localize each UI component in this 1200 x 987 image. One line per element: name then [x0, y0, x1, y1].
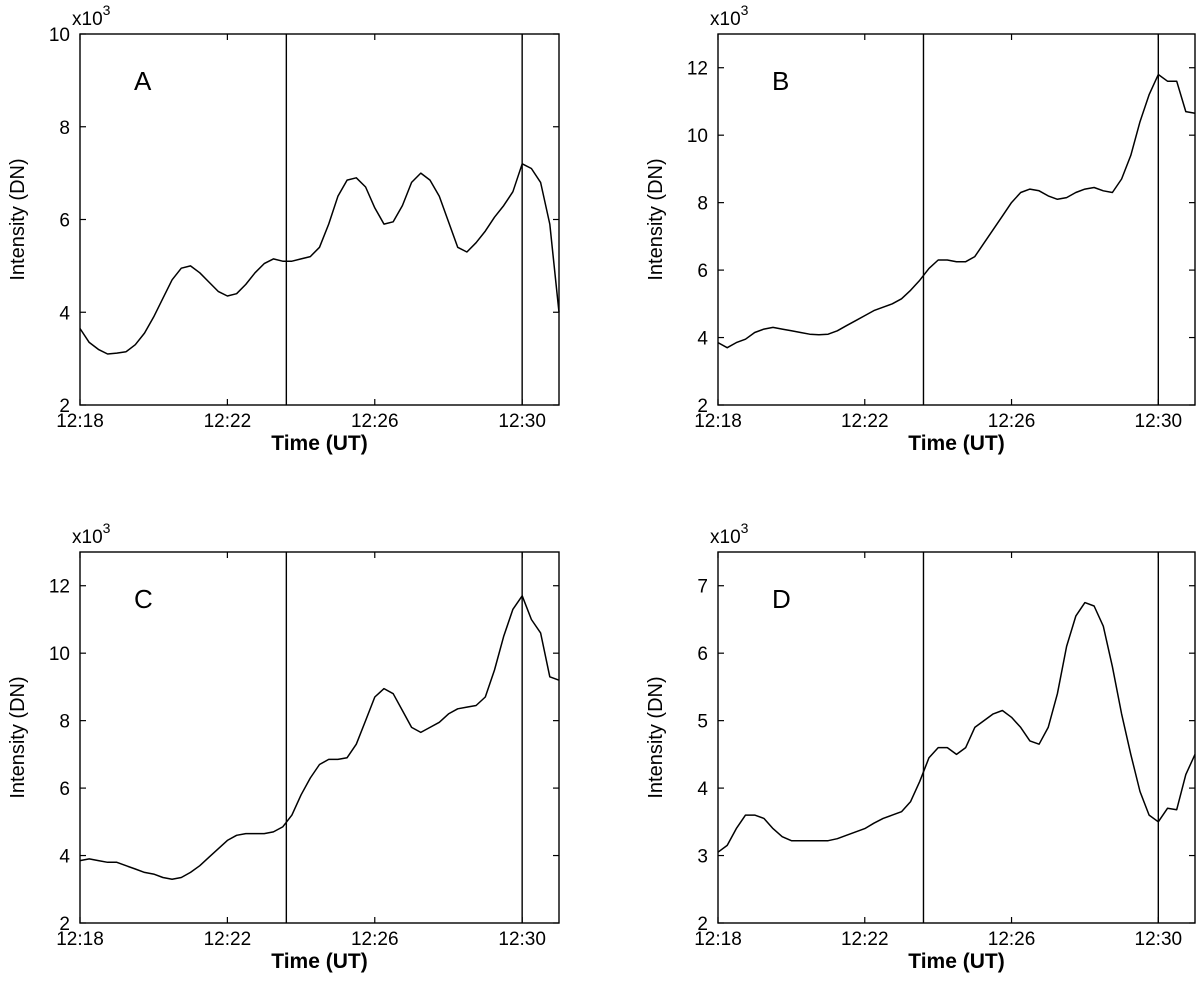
panel-b: 12:18 12:22 12:26 12:30 2 4 6 8 10 12 x103 Intensit…	[645, 2, 1196, 455]
series-line-a	[79, 163, 560, 355]
x-axis-label: Time (UT)	[271, 950, 367, 973]
panel-label-b: B	[772, 66, 789, 96]
y-multiplier: x103	[710, 2, 749, 30]
x-tick-label: 12:26	[988, 929, 1036, 950]
y-axis-label: Intensity (DN)	[645, 158, 667, 280]
y-tick-label: 4	[59, 847, 70, 868]
y-tick-label: 6	[59, 779, 70, 800]
series-line-b	[717, 73, 1196, 349]
y-multiplier-exponent: 3	[103, 520, 111, 536]
y-multiplier-exponent: 3	[741, 2, 749, 18]
y-tick-label: 2	[697, 396, 708, 417]
x-tick-label: 12:22	[841, 411, 889, 432]
x-axis-label: Time (UT)	[271, 432, 367, 455]
panel-label-d: D	[772, 584, 791, 614]
y-tick-label: 6	[697, 261, 708, 282]
y-multiplier-base: x10	[72, 9, 103, 30]
y-tick-label: 12	[687, 59, 708, 80]
x-axis-label: Time (UT)	[908, 950, 1004, 973]
y-multiplier-base: x10	[710, 527, 741, 548]
x-tick-label: 12:26	[351, 411, 399, 432]
plot-frame	[79, 551, 560, 924]
panel-label-c: C	[134, 584, 153, 614]
y-tick-label: 6	[59, 211, 70, 232]
x-tick-label: 12:18	[56, 411, 104, 432]
x-axis-label: Time (UT)	[908, 432, 1004, 455]
y-tick-label: 4	[697, 779, 708, 800]
y-tick-label: 8	[59, 118, 70, 139]
y-tick-label: 2	[59, 396, 70, 417]
y-tick-label: 6	[697, 644, 708, 665]
plot-frame	[717, 33, 1196, 406]
y-tick-label: 2	[697, 914, 708, 935]
y-axis-label: Intensity (DN)	[7, 158, 29, 280]
panel-label-a: A	[134, 66, 152, 96]
y-tick-label: 4	[59, 303, 70, 324]
y-tick-label: 12	[49, 577, 70, 598]
y-multiplier-exponent: 3	[103, 2, 111, 18]
panel-c: 12:18 12:22 12:26 12:30 2 4 6 8 10 12 x103 Intensit…	[7, 520, 560, 973]
x-tick-label: 12:26	[351, 929, 399, 950]
y-tick-label: 7	[697, 577, 708, 598]
y-tick-label: 8	[59, 712, 70, 733]
plot-frame	[79, 33, 560, 406]
x-tick-label: 12:30	[1135, 929, 1183, 950]
y-tick-label: 2	[59, 914, 70, 935]
x-tick-label: 12:26	[988, 411, 1036, 432]
panel-d: 12:18 12:22 12:26 12:30234567x103Intensity …	[645, 520, 1196, 973]
series-line-c	[79, 595, 560, 880]
y-axis-label: Intensity (DN)	[645, 676, 667, 798]
x-tick-label: 12:30	[1135, 411, 1183, 432]
x-tick-label: 12:18	[56, 929, 104, 950]
x-tick-label: 12:22	[204, 929, 252, 950]
x-tick-label: 12:22	[204, 411, 252, 432]
series-line-d	[717, 601, 1196, 853]
y-tick-label: 8	[697, 194, 708, 215]
y-tick-label: 10	[49, 644, 70, 665]
x-tick-label: 12:30	[498, 411, 546, 432]
y-multiplier-exponent: 3	[741, 520, 749, 536]
y-tick-label: 4	[697, 329, 708, 350]
y-tick-label: 5	[697, 712, 708, 733]
x-tick-label: 12:30	[498, 929, 546, 950]
x-tick-label: 12:18	[694, 411, 742, 432]
y-axis-label: Intensity (DN)	[7, 676, 29, 798]
x-tick-label: 12:22	[841, 929, 889, 950]
y-multiplier-base: x10	[72, 527, 103, 548]
x-tick-label: 12:18	[694, 929, 742, 950]
y-tick-label: 10	[49, 25, 70, 46]
y-multiplier: x103	[72, 520, 111, 548]
y-multiplier: x103	[710, 520, 749, 548]
y-multiplier: x103	[72, 2, 111, 30]
y-tick-label: 3	[697, 847, 708, 868]
y-tick-label: 10	[687, 126, 708, 147]
plot-frame	[717, 551, 1196, 924]
y-multiplier-base: x10	[710, 9, 741, 30]
